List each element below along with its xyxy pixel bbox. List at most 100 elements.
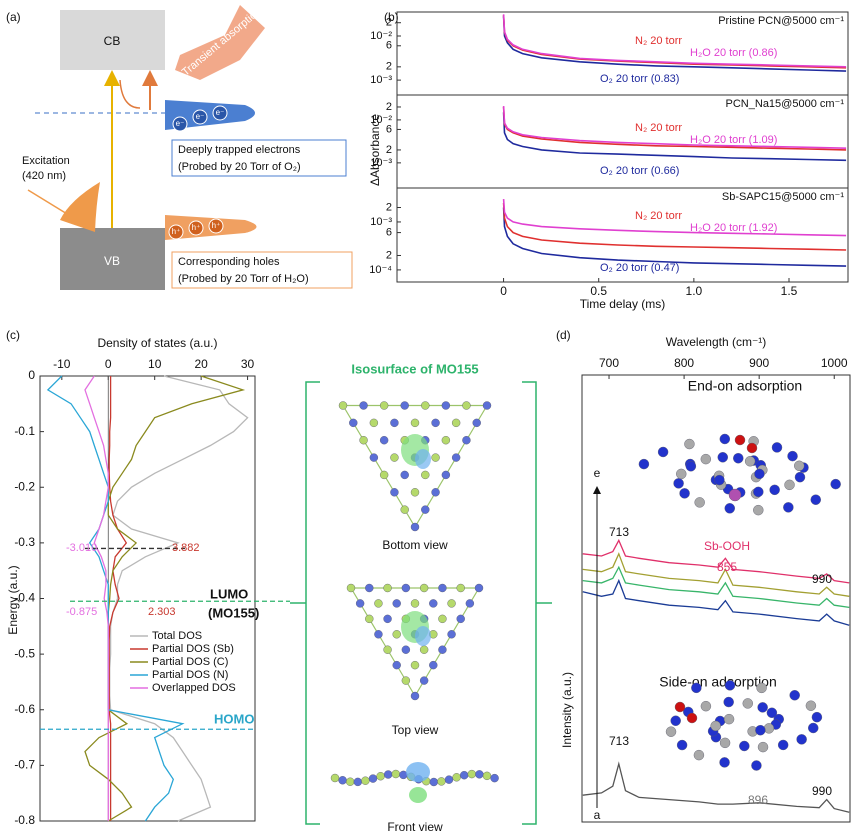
x-axis-label: Wavelength (cm⁻¹) xyxy=(666,335,767,349)
atom xyxy=(472,418,481,428)
y-tick-label: 6 xyxy=(386,40,392,52)
atom xyxy=(338,401,348,410)
atom xyxy=(391,769,400,779)
atom xyxy=(482,401,492,410)
atom xyxy=(368,774,378,783)
atom xyxy=(757,702,768,713)
decay-curve xyxy=(502,106,847,149)
isosurface-panel: Isosurface of MO155 Bottom view Top view… xyxy=(290,361,552,834)
electron-box xyxy=(171,139,347,177)
y-tick-label: 10⁻² xyxy=(370,30,392,42)
atom xyxy=(390,488,399,497)
atom xyxy=(353,777,362,787)
atom xyxy=(756,682,767,694)
x-tick-label: 0 xyxy=(500,284,507,298)
atom xyxy=(431,488,440,497)
atom xyxy=(755,725,766,736)
atom xyxy=(400,401,409,410)
hole-box xyxy=(171,251,353,289)
atom xyxy=(766,707,778,718)
atom xyxy=(379,401,389,410)
hole-label: h⁺ xyxy=(212,221,221,230)
atom xyxy=(719,433,731,445)
dos-curve xyxy=(84,375,109,821)
plot-frame xyxy=(396,187,849,283)
atom xyxy=(474,583,484,593)
cb-box xyxy=(60,10,165,70)
atom xyxy=(787,450,798,462)
decay-curve xyxy=(502,112,847,162)
peak-annotation: Side-on adsorption xyxy=(659,674,777,690)
atom xyxy=(410,522,420,532)
decay-curve xyxy=(502,199,847,237)
subplot-title: PCN_Na15@5000 cm⁻¹ xyxy=(726,98,845,110)
atom xyxy=(361,776,370,785)
excitation-label: Excitation xyxy=(22,155,70,167)
atom xyxy=(338,776,347,785)
atom xyxy=(490,773,499,783)
y-tick-label: -0.3 xyxy=(14,535,35,549)
atom xyxy=(679,488,690,499)
vb-label: VB xyxy=(104,254,120,268)
electron xyxy=(212,105,228,121)
y-tick-label: -0.6 xyxy=(14,702,35,716)
value-annotation: 2.303 xyxy=(148,606,176,618)
atom xyxy=(686,712,698,724)
atom xyxy=(700,453,712,465)
atom xyxy=(456,583,465,593)
plot-frame xyxy=(581,374,851,823)
atom xyxy=(757,741,769,753)
y-tick-label: -0.2 xyxy=(14,479,35,493)
atom xyxy=(379,470,389,480)
atom xyxy=(719,757,730,768)
series-label: N₂ 20 torr xyxy=(635,122,682,134)
series-label: O₂ 20 torr (0.66) xyxy=(600,165,679,177)
peak-annotation: 896 xyxy=(748,793,768,807)
atom xyxy=(438,614,447,624)
atom xyxy=(724,503,735,514)
value-annotation: -0.875 xyxy=(66,606,97,618)
peak-annotation: 855 xyxy=(717,560,737,574)
atom xyxy=(419,645,429,654)
isosurface-title: Isosurface of MO155 xyxy=(351,361,478,376)
atom xyxy=(693,749,705,761)
y-tick-label: 10⁻³ xyxy=(370,216,392,228)
atom xyxy=(723,713,735,725)
atom xyxy=(346,777,355,786)
view-label: Front view xyxy=(387,820,443,834)
spectrum xyxy=(582,552,850,597)
peak-annotation: 713 xyxy=(609,734,629,748)
atom xyxy=(810,494,821,505)
atom xyxy=(447,630,456,639)
atom xyxy=(728,488,742,502)
y-tick-label: 10⁻³ xyxy=(370,74,392,86)
x-tick-label: -10 xyxy=(53,357,71,371)
y-tick-label: 6 xyxy=(386,123,392,135)
atom xyxy=(771,442,783,453)
dos-curve xyxy=(46,375,185,822)
atom xyxy=(429,599,438,608)
x-tick-label: 30 xyxy=(241,357,255,371)
level-sublabel: (MO155) xyxy=(208,605,259,620)
x-tick-label: 0 xyxy=(105,357,112,371)
atom xyxy=(676,739,688,751)
peak-annotation: Sb-OOH xyxy=(704,539,750,553)
cb-label: CB xyxy=(104,34,121,48)
atom xyxy=(723,696,734,708)
excitation-ray xyxy=(27,189,91,229)
level-label: HOMO xyxy=(214,711,254,726)
atom xyxy=(460,771,469,780)
atom xyxy=(438,645,447,654)
level-label: LUMO xyxy=(210,586,248,601)
atom xyxy=(392,660,401,670)
hole xyxy=(208,218,224,234)
y-tick-label: 10⁻⁴ xyxy=(369,264,392,276)
atom xyxy=(684,438,695,450)
x-tick-label: 1.0 xyxy=(686,284,703,298)
atom xyxy=(410,488,420,497)
peak-annotation: 713 xyxy=(609,525,629,539)
y-tick-label: -0.5 xyxy=(14,646,35,660)
y-tick-label: 10⁻³ xyxy=(370,157,392,169)
orbital-lobe xyxy=(409,787,427,803)
atom xyxy=(441,436,451,445)
